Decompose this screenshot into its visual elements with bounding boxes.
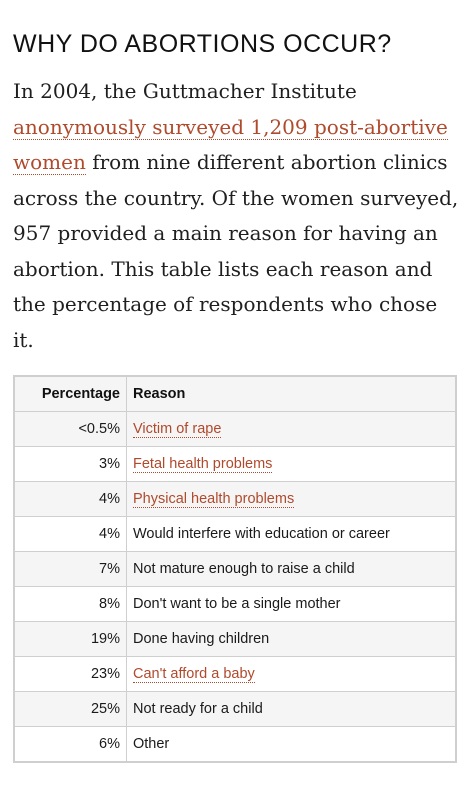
percentage-cell: 4% [14, 516, 127, 552]
reason-cell[interactable]: Physical health problems [126, 481, 456, 517]
table-row: 23% Can't afford a baby [14, 656, 456, 692]
percentage-cell: 7% [14, 551, 127, 587]
intro-text-before: In 2004, the Guttmacher Institute [13, 79, 357, 103]
percentage-cell: 8% [14, 586, 127, 622]
percentage-cell: 19% [14, 621, 127, 657]
reason-cell: Not ready for a child [126, 691, 456, 727]
intro-paragraph: In 2004, the Guttmacher Institute anonym… [13, 74, 463, 358]
table-row: 7% Not mature enough to raise a child [14, 551, 456, 587]
reason-cell: Done having children [126, 621, 456, 657]
reason-link[interactable]: Victim of rape [133, 421, 222, 438]
intro-text-after: from nine different abortion clinics acr… [13, 150, 459, 352]
reason-cell[interactable]: Fetal health problems [126, 446, 456, 482]
table-row: 3% Fetal health problems [14, 446, 456, 482]
reason-column-header: Reason [126, 376, 456, 412]
percentage-cell: 3% [14, 446, 127, 482]
percentage-cell: 4% [14, 481, 127, 517]
percentage-column-header: Percentage [14, 376, 127, 412]
table-row: 8% Don't want to be a single mother [14, 586, 456, 622]
percentage-cell: 6% [14, 726, 127, 762]
table-body: <0.5% Victim of rape 3% Fetal health pro… [14, 411, 456, 762]
table-row: 4% Physical health problems [14, 481, 456, 517]
percentage-cell: 23% [14, 656, 127, 692]
page-title: WHY DO ABORTIONS OCCUR? [13, 30, 392, 58]
reasons-table: Percentage Reason <0.5% Victim of rape 3… [14, 376, 456, 762]
reason-link[interactable]: Can't afford a baby [133, 666, 255, 683]
reason-cell: Not mature enough to raise a child [126, 551, 456, 587]
survey-link[interactable]: anonymously surveyed 1,209 post-abortive… [13, 114, 448, 175]
table-row: <0.5% Victim of rape [14, 411, 456, 447]
reason-cell: Don't want to be a single mother [126, 586, 456, 622]
reason-link[interactable]: Fetal health problems [133, 456, 273, 473]
table-row: 4% Would interfere with education or car… [14, 516, 456, 552]
percentage-cell: 25% [14, 691, 127, 727]
table-row: 6% Other [14, 726, 456, 762]
table-row: 19% Done having children [14, 621, 456, 657]
reason-cell[interactable]: Can't afford a baby [126, 656, 456, 692]
reason-cell[interactable]: Victim of rape [126, 411, 456, 447]
percentage-cell: <0.5% [14, 411, 127, 447]
table-header-row: Percentage Reason [14, 376, 456, 412]
reason-link[interactable]: Physical health problems [133, 491, 295, 508]
reasons-table-container: Percentage Reason <0.5% Victim of rape 3… [13, 375, 457, 763]
table-row: 25% Not ready for a child [14, 691, 456, 727]
reason-cell: Other [126, 726, 456, 762]
reason-cell: Would interfere with education or career [126, 516, 456, 552]
